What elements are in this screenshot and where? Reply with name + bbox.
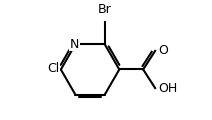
Text: O: O xyxy=(158,44,168,57)
Text: N: N xyxy=(70,38,80,51)
Text: Br: Br xyxy=(98,3,112,16)
Text: OH: OH xyxy=(158,82,178,95)
Text: Cl: Cl xyxy=(47,62,60,75)
